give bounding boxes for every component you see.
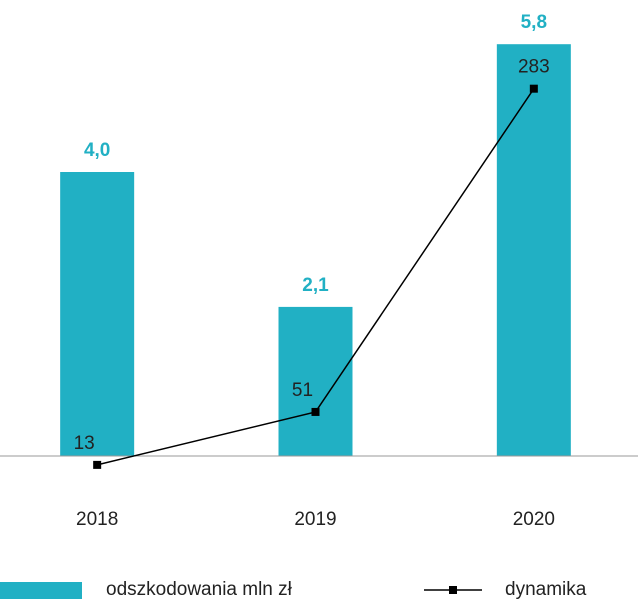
legend-label: dynamika (505, 579, 587, 599)
x-tick-label: 2019 (294, 509, 336, 530)
line-marker (93, 460, 102, 469)
bar-value-label: 5,8 (521, 12, 547, 33)
line-marker (311, 407, 320, 416)
bar (60, 172, 135, 456)
line-marker (529, 84, 538, 93)
line-value-label: 283 (518, 57, 550, 78)
line-value-label: 51 (292, 380, 313, 401)
bar (278, 306, 353, 456)
line-value-label: 13 (74, 433, 95, 454)
x-tick-label: 2018 (76, 509, 118, 530)
bar-value-label: 4,0 (84, 140, 110, 161)
legend-swatch-bar (0, 582, 82, 599)
x-tick-label: 2020 (513, 509, 555, 530)
legend-label: odszkodowania mln zł (106, 579, 293, 599)
bar-value-label: 2,1 (302, 275, 329, 296)
bar (496, 44, 571, 456)
legend-swatch-marker (449, 586, 457, 594)
